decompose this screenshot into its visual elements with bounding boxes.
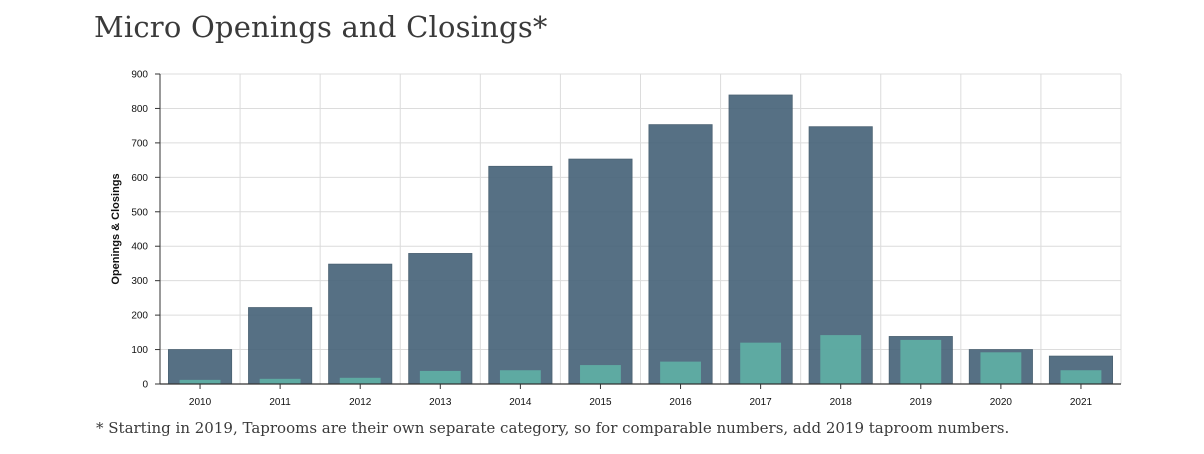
- y-tick-label: 600: [131, 173, 148, 184]
- y-tick-label: 700: [131, 138, 148, 149]
- bar-openings-2017: [728, 94, 793, 385]
- y-tick-label: 0: [142, 380, 148, 391]
- bar-closings-2012: [339, 377, 381, 384]
- bar-openings-2016: [648, 124, 713, 385]
- bar-closings-2014: [499, 370, 541, 384]
- bar-openings-2010: [168, 349, 233, 385]
- chart-bars: [168, 94, 1113, 385]
- bar-closings-2010: [179, 379, 221, 384]
- y-axis-label: Openings & Closings: [110, 173, 122, 284]
- bar-closings-2013: [419, 370, 461, 384]
- y-tick-labels: 0 100 200 300 400 500 600 700 800 900: [131, 70, 148, 391]
- bar-closings-2018: [820, 335, 862, 384]
- y-tick-label: 500: [131, 207, 148, 218]
- y-tick-label: 300: [131, 276, 148, 287]
- bar-openings-2013: [408, 253, 473, 385]
- x-tick-label: 2015: [589, 397, 612, 408]
- y-tick-label: 200: [131, 311, 148, 322]
- x-tick-label: 2019: [910, 397, 933, 408]
- x-tick-label: 2012: [349, 397, 372, 408]
- x-tick-label: 2017: [750, 397, 773, 408]
- y-tick-label: 400: [131, 242, 148, 253]
- x-tick-label: 2013: [429, 397, 452, 408]
- bar-closings-2020: [980, 352, 1022, 384]
- x-tick-label: 2011: [269, 397, 291, 408]
- x-tick-label: 2014: [509, 397, 532, 408]
- bar-openings-2012: [328, 263, 393, 385]
- y-tick-label: 900: [131, 70, 148, 81]
- bar-closings-2011: [259, 378, 301, 384]
- x-tick-label: 2020: [990, 397, 1013, 408]
- bar-closings-2016: [660, 361, 701, 384]
- bar-openings-2015: [568, 158, 633, 385]
- bar-closings-2019: [900, 339, 942, 384]
- page-title: Micro Openings and Closings*: [94, 10, 548, 44]
- bar-closings-2017: [740, 342, 782, 384]
- y-tick-label: 100: [131, 345, 148, 356]
- x-tick-label: 2010: [189, 397, 212, 408]
- x-tick-labels: 2010 2011 2012 2013 2014 2015 2016 2017 2018 2019…: [189, 397, 1093, 408]
- chart-axes: [155, 73, 1121, 389]
- x-tick-label: 2021: [1070, 397, 1093, 408]
- x-tick-label: 2018: [830, 397, 853, 408]
- bar-closings-2015: [580, 365, 621, 384]
- bar-openings-2011: [248, 307, 313, 385]
- footnote: * Starting in 2019, Taprooms are their o…: [96, 419, 1010, 437]
- y-tick-label: 800: [131, 104, 148, 115]
- x-tick-label: 2016: [669, 397, 692, 408]
- bar-openings-2014: [488, 165, 553, 385]
- bar-closings-2021: [1060, 370, 1102, 384]
